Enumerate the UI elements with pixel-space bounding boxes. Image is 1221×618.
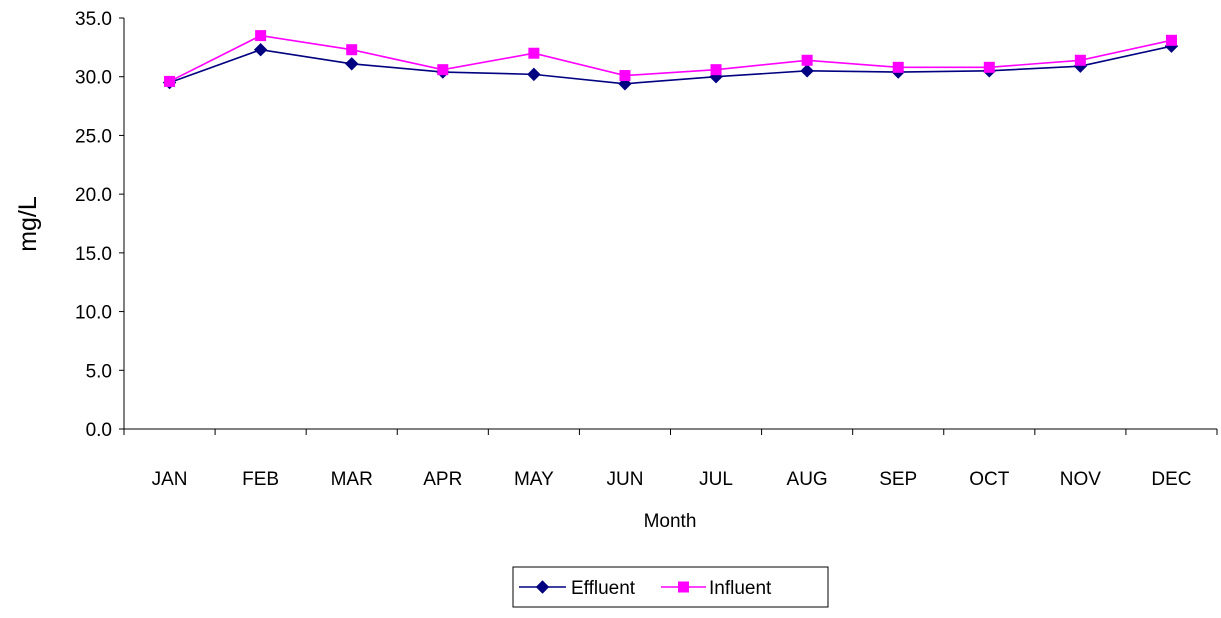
x-tick-label: SEP — [879, 469, 917, 490]
x-tick-label: AUG — [787, 469, 828, 490]
legend-item-influent: Influent — [661, 578, 772, 599]
axes: 0.0 5.0 10.0 15.0 20.0 25.0 30.0 35.0 JAN FEB MAR A… — [75, 9, 1218, 490]
data-point-influent — [528, 47, 540, 59]
legend-label-effluent: Effluent — [571, 578, 636, 599]
legend-label-influent: Influent — [709, 578, 772, 599]
data-point-influent — [255, 30, 267, 42]
x-tick-label: JAN — [152, 469, 188, 490]
data-point-influent — [983, 61, 995, 73]
axis-labels: Month mg/L — [14, 196, 696, 532]
x-axis-title: Month — [644, 511, 697, 532]
y-tick-label: 10.0 — [75, 303, 112, 324]
data-point-influent — [801, 54, 813, 66]
data-point-influent — [710, 64, 722, 76]
legend-marker-effluent — [535, 580, 550, 594]
data-point-influent — [346, 44, 358, 56]
x-tick-label: APR — [423, 469, 462, 490]
data-point-influent — [164, 75, 176, 87]
x-tick-label: MAR — [331, 469, 373, 490]
y-tick-label: 5.0 — [86, 361, 112, 382]
y-axis-title: mg/L — [14, 196, 42, 252]
x-tick-label: MAY — [514, 469, 554, 490]
series-line-effluent — [169, 45, 1172, 85]
y-tick-label: 25.0 — [75, 126, 112, 147]
y-tick-label: 35.0 — [75, 9, 112, 30]
series-influent — [164, 30, 1177, 87]
x-tick-label: DEC — [1151, 469, 1191, 490]
x-tick-label: JUL — [699, 469, 733, 490]
data-point-effluent — [345, 57, 359, 71]
legend: Effluent Influent — [512, 566, 829, 608]
y-tick-label: 0.0 — [86, 420, 112, 441]
series-line-influent — [169, 34, 1172, 83]
data-point-influent — [619, 70, 631, 82]
x-tick-label: OCT — [969, 469, 1010, 490]
data-point-influent — [892, 61, 904, 73]
y-tick-label: 15.0 — [75, 244, 112, 265]
data-point-influent — [437, 64, 449, 76]
data-point-effluent — [800, 64, 814, 78]
y-tick-label: 20.0 — [75, 185, 112, 206]
x-tick-label: JUN — [606, 469, 643, 490]
data-point-influent — [1074, 54, 1086, 66]
data-point-effluent — [253, 42, 268, 57]
data-point-influent — [1165, 34, 1177, 46]
data-point-effluent — [527, 67, 541, 82]
legend-item-effluent: Effluent — [519, 578, 636, 599]
x-tick-label: NOV — [1060, 469, 1102, 490]
legend-marker-influent — [678, 581, 689, 593]
series-layer — [162, 30, 1179, 91]
x-tick-label: FEB — [242, 469, 279, 490]
y-tick-label: 30.0 — [75, 68, 112, 89]
